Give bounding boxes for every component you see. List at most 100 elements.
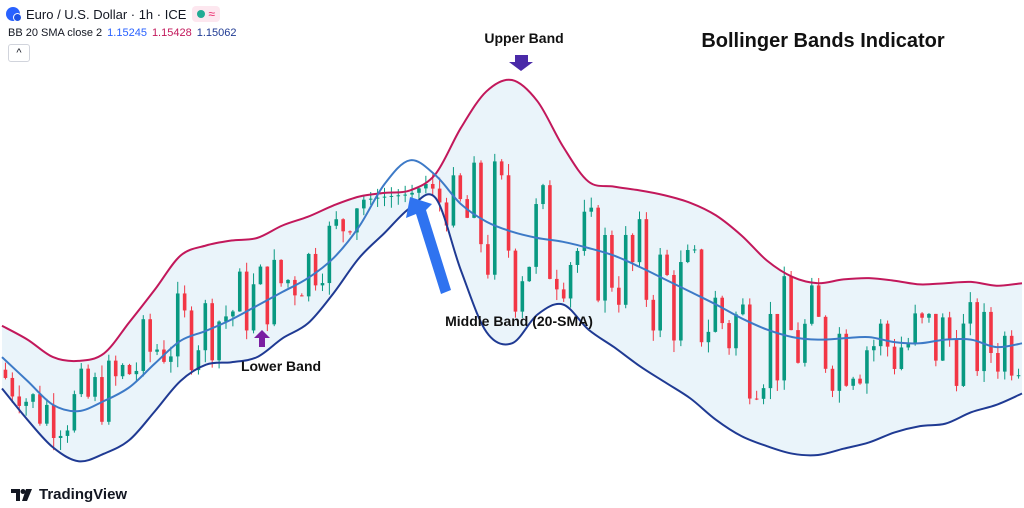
candle-body bbox=[1009, 335, 1014, 376]
candle-body bbox=[637, 219, 642, 263]
currency-pair-icon bbox=[6, 7, 22, 22]
candle-body bbox=[747, 304, 752, 399]
candle-body bbox=[100, 377, 104, 422]
candle-body bbox=[996, 353, 1000, 372]
candle-body bbox=[982, 311, 986, 372]
candle-body bbox=[727, 323, 731, 349]
candle-body bbox=[479, 162, 483, 245]
candle-body bbox=[947, 317, 952, 340]
candle-body bbox=[589, 207, 594, 212]
candle-body bbox=[796, 330, 800, 363]
indicator-lower-value: 1.15062 bbox=[196, 27, 237, 39]
candle-body bbox=[86, 368, 90, 397]
candle-body bbox=[306, 253, 311, 297]
middle-band-label: Middle Band (20-SMA) bbox=[445, 313, 593, 329]
candle-body bbox=[699, 249, 704, 343]
candle-body bbox=[534, 204, 538, 267]
candle-body bbox=[934, 313, 938, 361]
candle-body bbox=[217, 321, 221, 361]
tradingview-logo: TradingView bbox=[11, 486, 127, 503]
candle-body bbox=[486, 244, 490, 275]
candle-body bbox=[58, 435, 63, 438]
indicator-label: BB 20 SMA close 2 bbox=[8, 27, 103, 39]
indicator-legend[interactable]: BB 20 SMA close 2 1.15245 1.15428 1.1506… bbox=[8, 27, 236, 39]
middle-band-arrow-icon bbox=[406, 197, 451, 294]
candle-body bbox=[458, 175, 463, 200]
candle-body bbox=[520, 281, 525, 312]
band-fill-area bbox=[2, 79, 1022, 462]
candle-body bbox=[3, 369, 8, 378]
candle-body bbox=[582, 211, 587, 251]
wave-icon: ≈ bbox=[208, 7, 215, 21]
candle-body bbox=[444, 202, 449, 226]
candle-body bbox=[1016, 375, 1021, 377]
candle-body bbox=[24, 401, 28, 406]
symbol-header[interactable]: Euro / U.S. Dollar · 1h · ICE ≈ bbox=[6, 6, 220, 22]
candle-body bbox=[396, 195, 401, 197]
candle-body bbox=[989, 311, 993, 354]
candle-body bbox=[899, 347, 904, 369]
candle-body bbox=[596, 207, 600, 301]
upper-band-arrow-icon bbox=[509, 55, 533, 71]
candle-body bbox=[561, 289, 566, 299]
market-open-dot-icon bbox=[197, 10, 206, 18]
middle-band-line bbox=[1, 159, 1023, 413]
candle-body bbox=[148, 319, 152, 352]
candle-body bbox=[403, 194, 407, 196]
candle-body bbox=[713, 297, 718, 332]
candle-body bbox=[286, 279, 290, 284]
candle-body bbox=[892, 346, 897, 369]
candle-body bbox=[975, 302, 980, 372]
candle-body bbox=[816, 285, 821, 317]
candle-body bbox=[10, 377, 15, 397]
candle-body bbox=[651, 299, 656, 331]
candle-body bbox=[437, 188, 442, 203]
candle-body bbox=[31, 394, 35, 402]
candle-body bbox=[451, 175, 456, 226]
candle-body bbox=[1002, 335, 1007, 372]
candle-body bbox=[375, 197, 380, 199]
candle-body bbox=[203, 303, 208, 351]
candle-body bbox=[685, 250, 690, 263]
candle-body bbox=[809, 285, 814, 324]
candle-body bbox=[127, 364, 132, 375]
market-status-badge[interactable]: ≈ bbox=[192, 6, 220, 22]
candle-body bbox=[141, 319, 146, 371]
candle-body bbox=[38, 394, 42, 424]
candle-body bbox=[368, 198, 373, 200]
candle-body bbox=[858, 378, 862, 384]
candle-body bbox=[665, 254, 669, 275]
candle-body bbox=[761, 388, 766, 399]
candlesticks bbox=[3, 153, 1021, 451]
candle-body bbox=[623, 234, 628, 305]
candle-body bbox=[65, 430, 70, 436]
candle-body bbox=[410, 192, 414, 195]
candle-body bbox=[885, 323, 890, 347]
candle-body bbox=[231, 311, 235, 317]
candle-body bbox=[492, 161, 497, 275]
candle-body bbox=[568, 264, 573, 299]
candle-body bbox=[17, 396, 22, 406]
candle-body bbox=[968, 302, 973, 324]
candle-body bbox=[51, 404, 56, 438]
candle-body bbox=[961, 323, 966, 386]
candle-body bbox=[506, 175, 511, 251]
candle-body bbox=[865, 350, 869, 384]
candle-body bbox=[630, 234, 635, 263]
candle-body bbox=[527, 266, 532, 282]
candle-body bbox=[430, 183, 435, 189]
candle-body bbox=[196, 350, 201, 371]
candle-body bbox=[355, 208, 359, 233]
candle-body bbox=[692, 249, 697, 251]
lower-band-label: Lower Band bbox=[241, 358, 321, 374]
indicator-upper-value: 1.15428 bbox=[151, 27, 192, 39]
candle-body bbox=[878, 323, 883, 347]
candle-body bbox=[169, 356, 173, 362]
candle-body bbox=[775, 313, 780, 381]
candle-body bbox=[79, 368, 84, 395]
candle-body bbox=[644, 219, 649, 300]
candle-body bbox=[513, 250, 518, 312]
collapse-legend-button[interactable]: ^ bbox=[8, 44, 30, 62]
candle-body bbox=[830, 368, 835, 391]
